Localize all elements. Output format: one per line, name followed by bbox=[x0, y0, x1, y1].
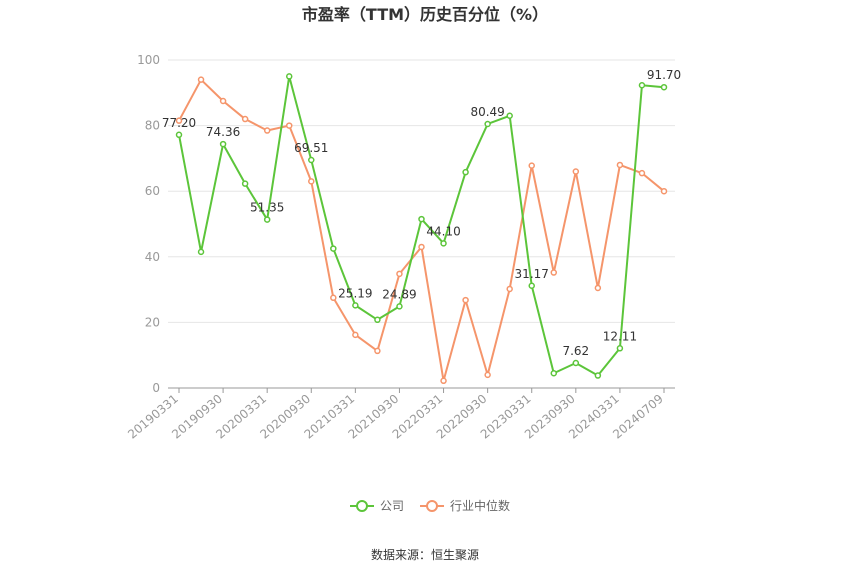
y-tick-label: 60 bbox=[145, 184, 160, 198]
series-point-0 bbox=[241, 180, 249, 187]
series-point-1 bbox=[396, 270, 403, 278]
series-point-1 bbox=[285, 122, 293, 129]
grid bbox=[168, 59, 675, 323]
series-group bbox=[175, 73, 668, 385]
series-point-1 bbox=[638, 169, 646, 177]
y-tick-label: 20 bbox=[145, 315, 160, 329]
series-point-1 bbox=[462, 296, 469, 304]
series-point-0 bbox=[219, 140, 227, 148]
data-label: 80.49 bbox=[470, 105, 504, 119]
data-label: 7.62 bbox=[562, 344, 589, 358]
series-point-1 bbox=[263, 127, 271, 134]
series-point-1 bbox=[175, 117, 183, 124]
legend-label: 行业中位数 bbox=[450, 498, 510, 513]
series-point-0 bbox=[638, 82, 646, 89]
series-point-1 bbox=[594, 284, 602, 292]
series-point-0 bbox=[440, 240, 447, 247]
series-point-1 bbox=[484, 371, 491, 379]
series-point-0 bbox=[263, 216, 271, 223]
series-point-0 bbox=[396, 303, 403, 310]
series-point-0 bbox=[528, 282, 535, 290]
y-tick-label: 100 bbox=[137, 53, 160, 67]
legend-item-0[interactable]: 公司 bbox=[350, 499, 404, 513]
series-point-0 bbox=[308, 156, 315, 164]
legend-marker bbox=[426, 500, 439, 512]
series-point-0 bbox=[484, 120, 491, 128]
series-point-1 bbox=[660, 187, 668, 195]
x-axis: 2019033120190930202003312020093020210331… bbox=[125, 387, 675, 442]
series-point-1 bbox=[418, 243, 425, 251]
data-label: 12.11 bbox=[603, 329, 637, 343]
series-point-1 bbox=[528, 162, 535, 169]
series-point-0 bbox=[285, 73, 293, 80]
series-point-1 bbox=[241, 115, 249, 123]
y-tick-label: 80 bbox=[145, 119, 160, 133]
data-label: 44.10 bbox=[426, 224, 460, 238]
legend-item-1[interactable]: 行业中位数 bbox=[420, 498, 510, 513]
legend[interactable]: 公司 行业中位数 bbox=[350, 498, 510, 513]
series-point-0 bbox=[572, 359, 580, 367]
series-point-0 bbox=[462, 168, 469, 176]
series-point-0 bbox=[175, 131, 183, 139]
data-label: 74.36 bbox=[206, 125, 240, 139]
legend-label: 公司 bbox=[380, 499, 404, 513]
series-point-0 bbox=[352, 302, 359, 309]
series-point-0 bbox=[197, 248, 205, 256]
data-labels: 77.20 74.36 51.35 69.51 25.19 24.89 44.10 80.49… bbox=[162, 68, 681, 358]
y-tick-label: 0 bbox=[152, 381, 160, 395]
series-point-0 bbox=[660, 83, 668, 91]
series-point-1 bbox=[308, 178, 315, 185]
series-point-1 bbox=[330, 294, 337, 302]
series-line-1 bbox=[178, 78, 665, 382]
data-label: 91.70 bbox=[647, 68, 681, 82]
series-point-1 bbox=[506, 285, 513, 293]
series-point-1 bbox=[374, 347, 381, 355]
series-point-1 bbox=[352, 331, 359, 339]
series-point-0 bbox=[330, 245, 337, 252]
data-label: 77.20 bbox=[162, 116, 196, 130]
series-point-1 bbox=[616, 161, 624, 169]
series-point-0 bbox=[550, 369, 558, 377]
source-note: 数据来源：恒生聚源 bbox=[371, 547, 479, 562]
series-point-1 bbox=[440, 377, 447, 385]
data-label: 24.89 bbox=[382, 287, 416, 301]
legend-marker bbox=[356, 500, 368, 512]
series-point-1 bbox=[219, 97, 227, 105]
series-point-0 bbox=[418, 215, 425, 223]
data-label: 51.35 bbox=[250, 201, 284, 215]
series-point-1 bbox=[572, 168, 580, 175]
series-point-1 bbox=[550, 269, 558, 276]
chart-title: 市盈率（TTM）历史百分位（%） bbox=[302, 5, 548, 24]
series-point-0 bbox=[506, 112, 513, 120]
data-label: 31.17 bbox=[515, 267, 549, 281]
data-label: 69.51 bbox=[294, 141, 328, 155]
y-axis: 0 20 40 60 80 100 bbox=[137, 53, 160, 395]
data-label: 25.19 bbox=[338, 286, 372, 300]
series-point-0 bbox=[594, 372, 602, 379]
series-point-0 bbox=[374, 316, 381, 324]
series-point-0 bbox=[616, 345, 624, 352]
y-tick-label: 40 bbox=[145, 250, 160, 264]
series-point-1 bbox=[197, 76, 205, 83]
series-line-0 bbox=[178, 75, 665, 377]
